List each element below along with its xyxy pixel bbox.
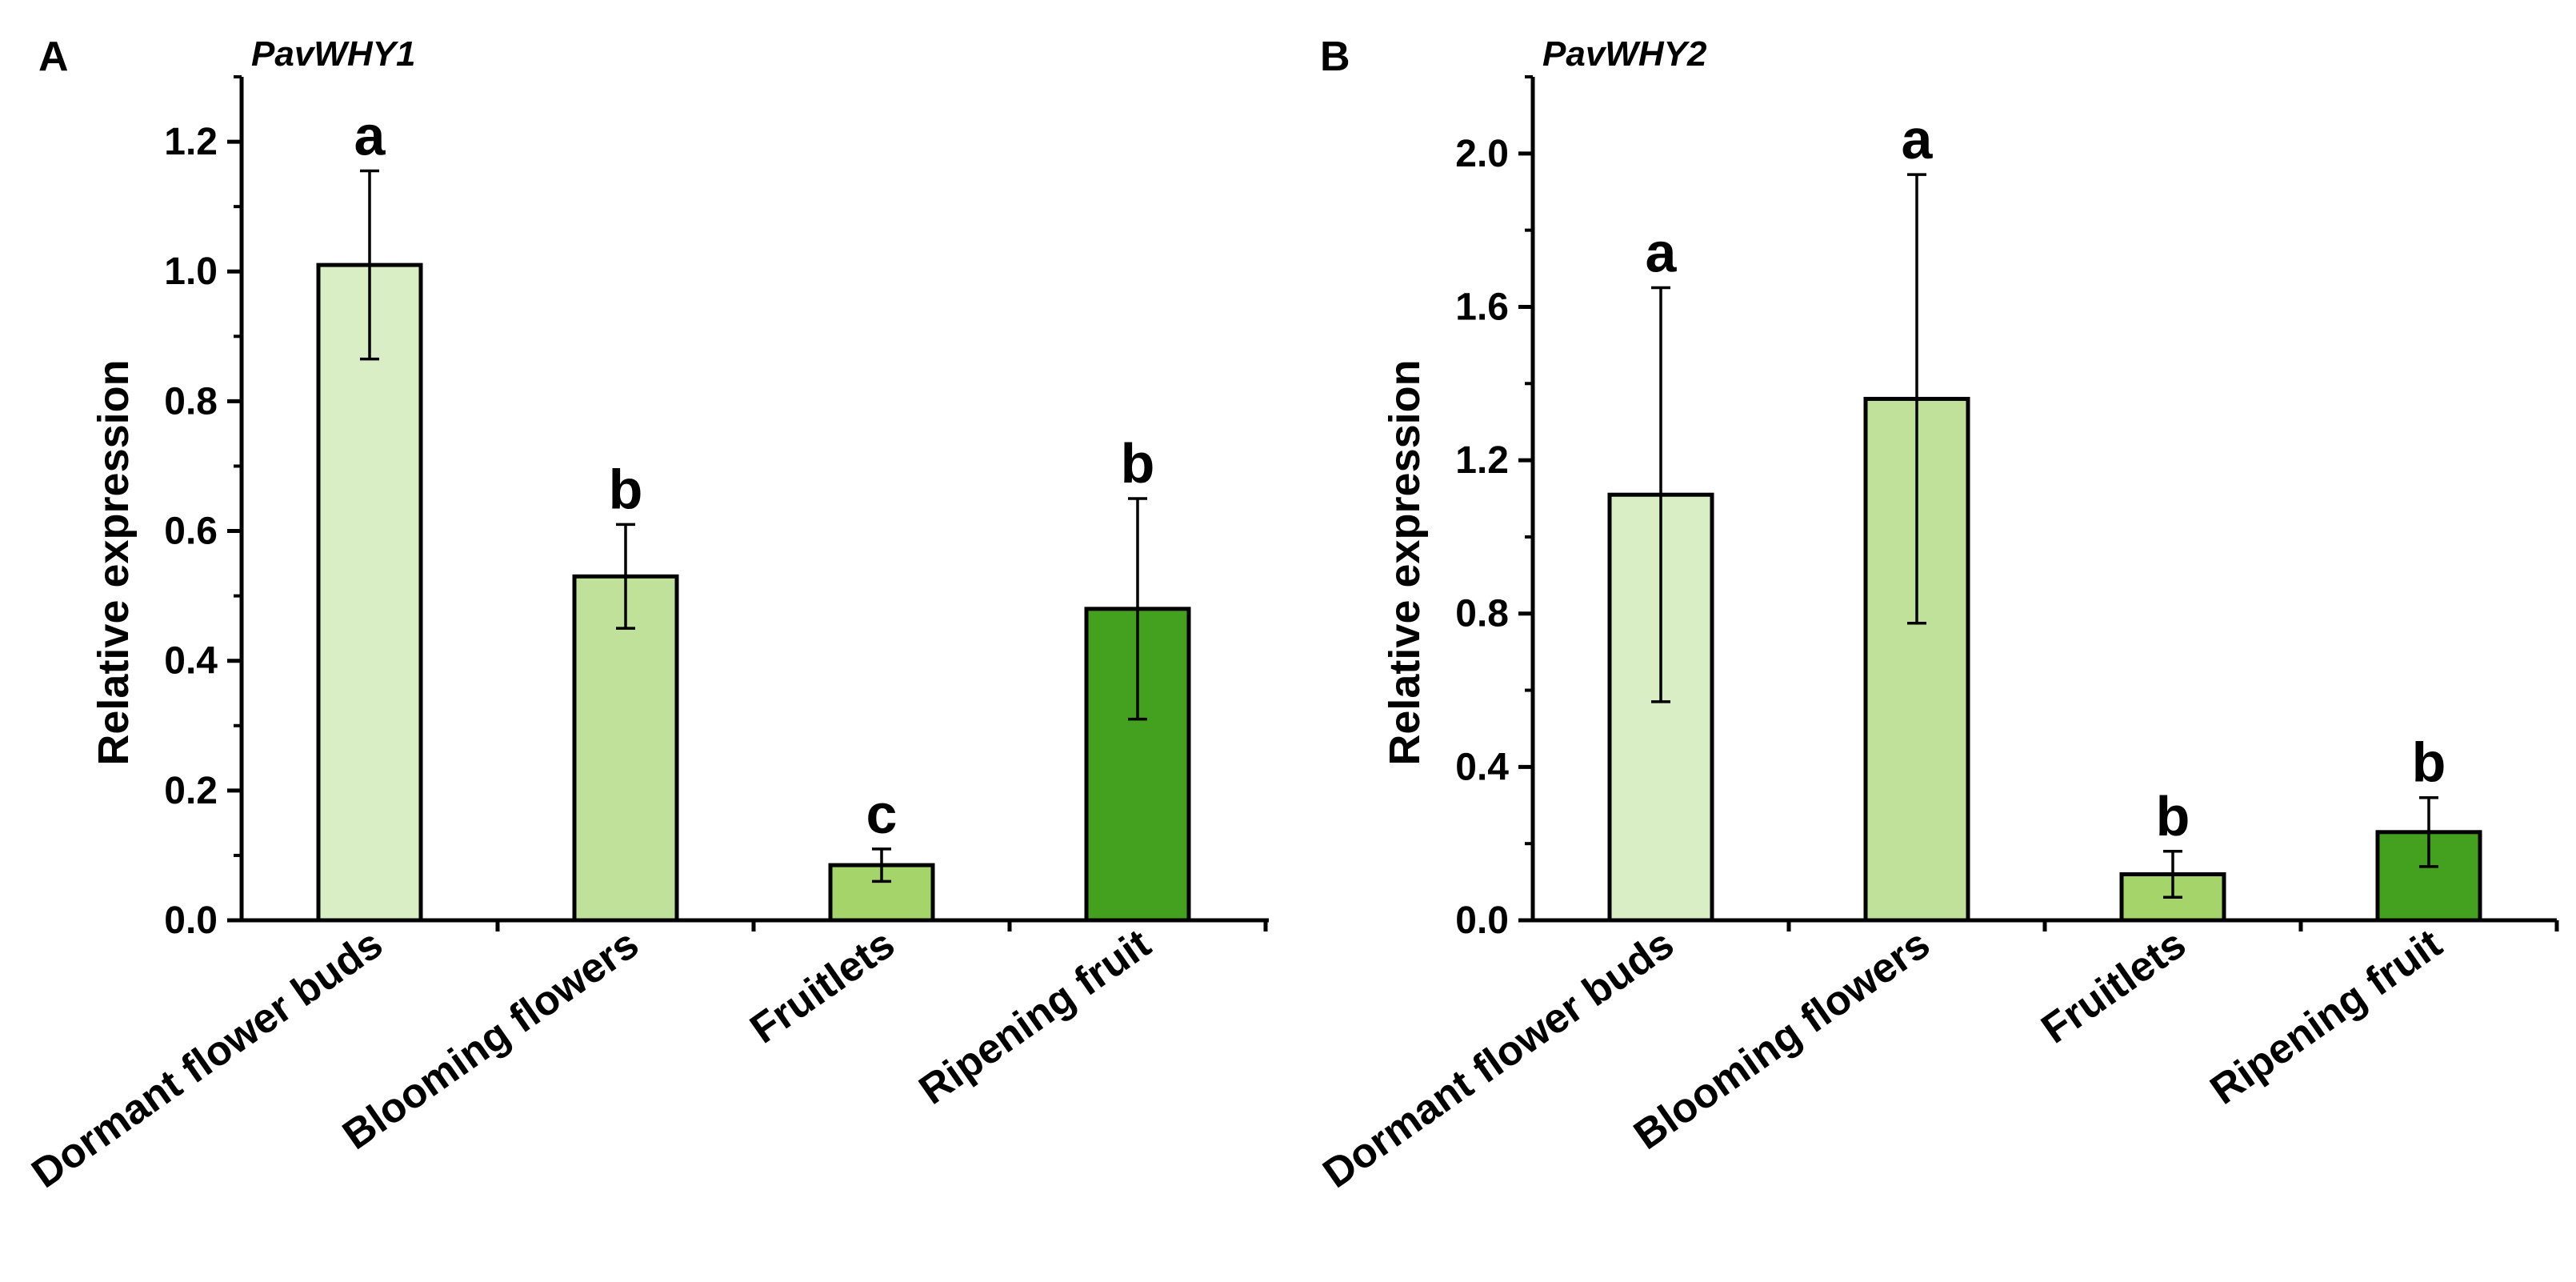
panel-letter: B <box>1320 34 1350 80</box>
significance-letter: a <box>1902 108 1934 170</box>
significance-letter: a <box>354 105 386 167</box>
bar <box>572 574 679 923</box>
chart-title: PavWHY1 <box>251 34 415 74</box>
y-tick-label: 0.8 <box>164 380 218 423</box>
chart-title: PavWHY2 <box>1542 34 1707 74</box>
x-tick-label: Ripening fruit <box>911 920 1159 1113</box>
y-tick-label: 0.0 <box>164 899 218 942</box>
significance-letter: b <box>609 458 643 520</box>
significance-letter: b <box>2412 731 2446 794</box>
chart-panel-a: A PavWHY1 Relative expression 0.0 0.2 0.4 0.6 0… <box>24 34 1269 1197</box>
y-tick-label: 0.2 <box>164 770 218 812</box>
y-tick-label: 0.4 <box>1455 746 1509 788</box>
x-tick-label: Ripening fruit <box>2202 920 2450 1113</box>
x-tick-label: Fruitlets <box>742 920 903 1052</box>
bar <box>316 262 423 923</box>
y-tick-label: 0.4 <box>164 640 218 683</box>
significance-letter: b <box>2156 785 2190 847</box>
y-axis-label: Relative expression <box>90 359 138 765</box>
x-tick-label: Dormant flower buds <box>24 920 391 1197</box>
x-tick-label: Fruitlets <box>2034 920 2194 1052</box>
significance-letter: c <box>866 783 898 845</box>
y-tick-label: 1.2 <box>1455 439 1509 482</box>
y-tick-label: 0.0 <box>1455 899 1509 942</box>
y-tick-label: 1.2 <box>164 121 218 163</box>
y-tick-label: 2.0 <box>1455 133 1509 175</box>
panel-letter: A <box>38 34 69 80</box>
y-tick-label: 1.0 <box>164 250 218 293</box>
y-axis-label: Relative expression <box>1381 359 1429 765</box>
significance-letter: a <box>1646 222 1678 284</box>
x-tick-label: Dormant flower buds <box>1315 920 1682 1197</box>
significance-letter: b <box>1121 432 1155 495</box>
chart-panel-b: B PavWHY2 Relative expression 0.0 0.4 0.8 1.2 1… <box>1315 34 2559 1197</box>
y-tick-label: 0.6 <box>164 511 218 553</box>
y-tick-label: 0.8 <box>1455 593 1509 635</box>
y-tick-label: 1.6 <box>1455 286 1509 328</box>
